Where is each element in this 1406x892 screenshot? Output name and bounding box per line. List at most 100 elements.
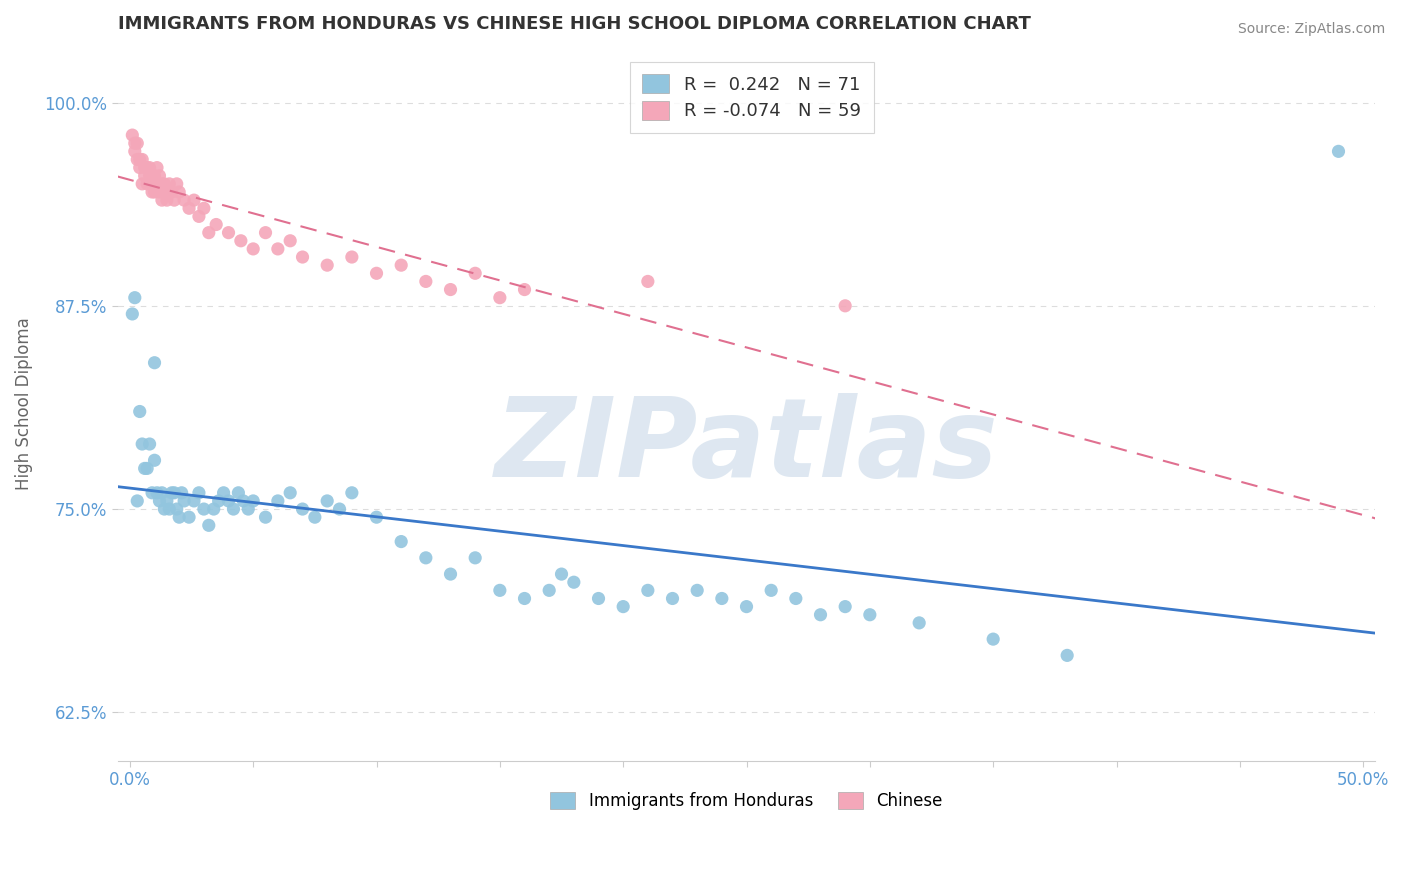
Point [124,136,146,151]
Point [328,502,350,516]
Point [834,599,856,614]
Point [157,177,180,191]
Point [150,177,173,191]
Point [981,632,1004,647]
Point [124,291,146,305]
Point [138,437,160,451]
Point [187,210,209,224]
Point [489,583,512,598]
Point [127,494,149,508]
Point [167,510,190,524]
Point [254,226,277,240]
Point [177,510,200,524]
Point [166,177,188,191]
Point [489,291,512,305]
Point [160,185,183,199]
Point [562,575,585,590]
Point [193,502,215,516]
Point [143,185,166,199]
Point [389,534,412,549]
Point [785,591,807,606]
Point [291,250,314,264]
Point [859,607,882,622]
Point [187,485,209,500]
Point [128,404,150,418]
Point [316,494,339,508]
Point [167,185,190,199]
Point [173,494,195,508]
Point [143,356,166,370]
Point [228,485,250,500]
Point [278,234,301,248]
Point [661,591,683,606]
Text: IMMIGRANTS FROM HONDURAS VS CHINESE HIGH SCHOOL DIPLOMA CORRELATION CHART: IMMIGRANTS FROM HONDURAS VS CHINESE HIGH… [118,15,1031,33]
Point [278,485,301,500]
Point [146,485,169,500]
Point [127,153,149,167]
Point [612,599,634,614]
Point [212,485,235,500]
Point [810,607,832,622]
Point [222,502,245,516]
Point [146,177,169,191]
Point [415,550,437,565]
Point [1056,648,1078,663]
Point [183,494,205,508]
Point [143,453,166,467]
Point [138,169,160,183]
Point [710,591,733,606]
Point [156,193,179,207]
Point [134,169,156,183]
Legend: Immigrants from Honduras, Chinese: Immigrants from Honduras, Chinese [544,786,949,817]
Point [464,550,486,565]
Point [150,193,173,207]
Point [759,583,782,598]
Point [439,567,461,582]
Point [121,128,143,142]
Point [150,485,173,500]
Point [202,502,225,516]
Point [166,502,188,516]
Point [340,485,363,500]
Point [131,153,153,167]
Point [146,161,169,175]
Point [538,583,561,598]
Point [588,591,610,606]
Point [637,275,659,289]
Point [156,494,179,508]
Point [686,583,709,598]
Point [141,485,163,500]
Point [138,161,160,175]
Point [242,494,264,508]
Point [366,510,388,524]
Point [136,161,159,175]
Point [340,250,363,264]
Point [198,518,221,533]
Point [232,494,254,508]
Point [143,169,166,183]
Point [389,258,412,272]
Text: ZIPatlas: ZIPatlas [495,392,998,500]
Point [183,193,205,207]
Point [254,510,277,524]
Point [134,161,156,175]
Point [170,485,193,500]
Point [834,299,856,313]
Point [177,201,200,215]
Point [141,177,163,191]
Point [316,258,339,272]
Point [193,201,215,215]
Point [148,494,170,508]
Point [513,591,536,606]
Point [128,161,150,175]
Point [153,502,176,516]
Point [735,599,758,614]
Point [134,461,156,475]
Point [267,494,290,508]
Point [1327,145,1350,159]
Point [218,226,240,240]
Point [242,242,264,256]
Point [121,307,143,321]
Point [218,494,240,508]
Point [267,242,290,256]
